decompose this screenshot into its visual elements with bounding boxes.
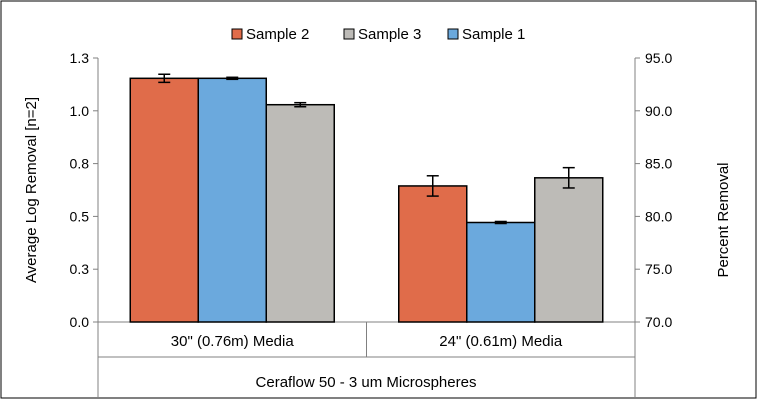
legend-swatch [231, 28, 243, 40]
bar [398, 185, 468, 323]
bars [129, 73, 604, 323]
y-right-tick-label: 85.0 [645, 156, 672, 172]
category-labels: 30" (0.76m) Media 24" (0.61m) Media [171, 333, 563, 350]
y-right-tick-label: 75.0 [645, 261, 672, 277]
y-tick-label: 0.5 [70, 208, 90, 224]
legend-swatch [343, 28, 355, 40]
group-label: Ceraflow 50 - 3 um Microspheres [256, 374, 477, 391]
y-right-tick-label: 70.0 [645, 314, 672, 330]
y-tick-label: 1.3 [70, 50, 90, 66]
bar [265, 103, 335, 323]
legend-swatch [447, 28, 459, 40]
y-tick-label: 0.8 [70, 156, 90, 172]
x-category-label: 24" (0.61m) Media [439, 333, 563, 350]
bar [197, 77, 267, 323]
y-tick-label: 0.0 [70, 314, 90, 330]
y-right-tick-label: 80.0 [645, 208, 672, 224]
legend: Sample 2 Sample 3 Sample 1 [231, 26, 525, 43]
legend-label: Sample 2 [246, 26, 309, 43]
y-tick-label: 0.3 [70, 261, 90, 277]
y-axis-label: Average Log Removal [n=2] [23, 97, 40, 283]
x-category-label: 30" (0.76m) Media [171, 333, 295, 350]
bar [129, 77, 199, 323]
bar [466, 221, 536, 323]
legend-label: Sample 3 [358, 26, 421, 43]
y-right-tick-label: 90.0 [645, 103, 672, 119]
y-axis-right-label: Percent Removal [715, 162, 732, 277]
legend-label: Sample 1 [462, 26, 525, 43]
axes: 0.0 70.0 0.3 75.0 0.5 80.0 0.8 85.0 1.0 90.0 1.3 95… [70, 50, 672, 398]
bar [534, 177, 604, 323]
y-tick-label: 1.0 [70, 103, 90, 119]
y-right-tick-label: 95.0 [645, 50, 672, 66]
